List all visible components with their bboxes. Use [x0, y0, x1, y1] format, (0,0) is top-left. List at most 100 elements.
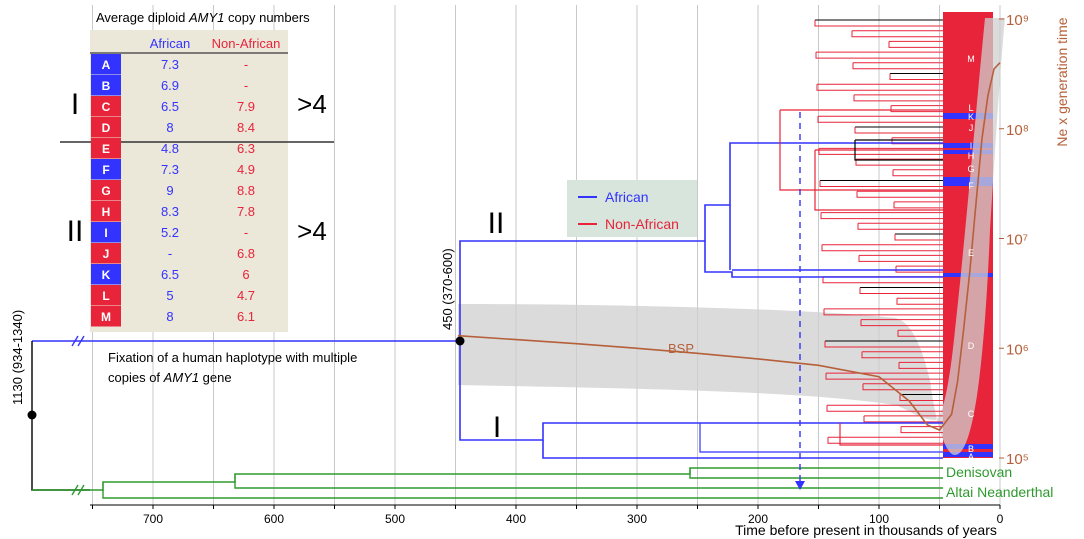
denisovan-label: Denisovan — [946, 464, 1012, 480]
haplotype-letter: L — [102, 289, 109, 303]
tree-branch — [822, 276, 943, 284]
haplotype-letter: M — [101, 310, 111, 324]
haplotype-cell — [91, 138, 121, 159]
table-rows: A 7.3 - B 6.9 - C 6.5 7.9 D 8 8.4 E 4.8 6.3 F 7.3 4.9 G 9 8.… — [91, 54, 255, 327]
tree-branch — [856, 191, 943, 198]
tree-branch — [855, 159, 943, 166]
non-african-copy-number: 6.1 — [237, 309, 255, 324]
non-african-copy-number: 7.8 — [237, 204, 255, 219]
tree-branch — [824, 341, 943, 348]
x-tick-label: 500 — [385, 512, 405, 526]
tree-branch — [853, 94, 943, 102]
non-african-copy-number: 6.8 — [237, 246, 255, 261]
haplotype-cell — [91, 117, 121, 138]
african-copy-number: 9 — [166, 183, 173, 198]
african-copy-number: 7.3 — [161, 57, 179, 72]
clade-II-branch — [704, 241, 943, 278]
y-tick-label: 10⁶ — [1006, 341, 1029, 358]
clade-I-label: I — [493, 411, 501, 444]
non-african-copy-number: 4.7 — [237, 288, 255, 303]
african-copy-number: 8.3 — [161, 204, 179, 219]
tree-branch — [814, 20, 943, 27]
african-copy-number: 5.2 — [161, 225, 179, 240]
african-tip-band — [943, 452, 993, 457]
african-tip-band — [943, 143, 993, 148]
tree-branch — [817, 116, 943, 123]
non-african-copy-number: - — [244, 225, 248, 240]
tree-branch — [894, 234, 943, 241]
group-compare-I: >4 — [297, 89, 327, 119]
node-450-label: 450 (370-600) — [440, 248, 455, 330]
y-axis-label: Ne x generation time — [1054, 17, 1070, 146]
african-tip-band — [943, 177, 993, 186]
african-tip-band — [943, 113, 993, 119]
y-tick-label: 10⁷ — [1006, 232, 1028, 249]
tree-branch — [895, 266, 943, 273]
x-tick-label: 700 — [143, 512, 163, 526]
tree-branch — [859, 287, 943, 294]
archaic-branch — [234, 482, 943, 489]
column-header-non-african: Non-African — [212, 36, 281, 51]
non-african-copy-number: 8.4 — [237, 120, 255, 135]
x-tick-label: 200 — [748, 512, 768, 526]
haplotype-letter: J — [103, 247, 110, 261]
legend-label-non-african: Non-African — [605, 216, 679, 232]
tree-branch — [860, 319, 943, 327]
root-branch — [31, 341, 90, 491]
archaic-branch — [689, 474, 943, 479]
haplotype-letter: I — [104, 226, 107, 240]
non-african-copy-number: 6.3 — [237, 141, 255, 156]
african-tip-band — [943, 150, 993, 154]
x-tick-label: 300 — [627, 512, 647, 526]
haplogroup-label: H — [968, 151, 975, 161]
tree-branch — [899, 394, 943, 401]
y-tick-label: 10⁸ — [1006, 122, 1029, 139]
tree-branch — [851, 30, 943, 38]
haplogroup-label: D — [968, 341, 975, 351]
haplotype-cell — [91, 180, 121, 201]
clade-II-label: II — [488, 207, 505, 240]
african-copy-number: 8 — [166, 309, 173, 324]
legend-label-african: African — [605, 189, 649, 205]
tree-branch — [897, 330, 943, 337]
legend: African Non-African — [567, 180, 697, 237]
copy-number-table: Average diploid AMY1 copy numbers Africa… — [60, 10, 334, 332]
haplotype-letter: B — [102, 79, 111, 93]
clade-II-branch — [459, 142, 943, 341]
legend-background — [567, 180, 697, 237]
tree-branch — [823, 308, 943, 316]
haplotype-cell — [91, 285, 121, 306]
african-copy-number: 5 — [166, 288, 173, 303]
haplotype-letter: K — [102, 268, 111, 282]
tree-branch — [852, 62, 943, 70]
tree-branch — [896, 298, 943, 305]
haplotype-letter: H — [102, 205, 111, 219]
haplotype-cell — [91, 243, 121, 264]
y-tick-label: 10⁹ — [1006, 12, 1029, 29]
haplogroup-label: C — [968, 409, 975, 419]
tree-branch — [819, 180, 943, 187]
african-copy-number: 6.9 — [161, 78, 179, 93]
table-background — [90, 30, 288, 332]
tree-branch — [825, 373, 943, 380]
non-african-copy-number: - — [244, 57, 248, 72]
non-african-copy-number: 7.9 — [237, 99, 255, 114]
tree-branch — [815, 52, 943, 59]
tree-branch — [861, 351, 943, 359]
african-copy-number: 6.5 — [161, 267, 179, 282]
haplogroup-label: J — [969, 123, 974, 133]
tree-branch — [863, 415, 943, 423]
fixation-annotation-line2: copies of AMY1 gene — [108, 370, 232, 385]
group-label-I: I — [71, 88, 79, 121]
tree-branch — [900, 426, 943, 434]
haplotype-letter: D — [102, 121, 111, 135]
tree-branch — [892, 169, 943, 177]
haplotype-cell — [91, 75, 121, 96]
x-tick-label: 400 — [506, 512, 526, 526]
tree-branch — [888, 41, 943, 48]
african-copy-number: 6.5 — [161, 99, 179, 114]
haplogroup-label: B — [968, 444, 974, 454]
tree-branch — [858, 255, 943, 262]
